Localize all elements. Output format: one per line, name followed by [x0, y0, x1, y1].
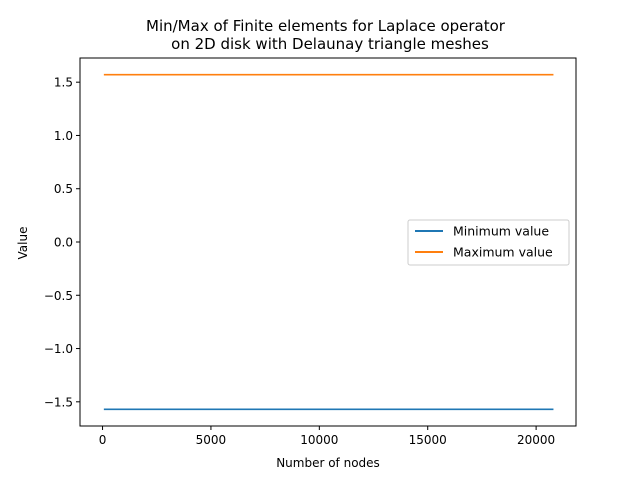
plot-lines [103, 73, 554, 411]
x-tick-label: 0 [99, 433, 107, 447]
y-axis-label: Value [16, 227, 30, 260]
x-tick-label: 5000 [196, 433, 227, 447]
chart-title-line-2: on 2D disk with Delaunay triangle meshes [171, 35, 489, 53]
y-tick-label: −0.5 [44, 289, 73, 303]
chart-title-line-1: Min/Max of Finite elements for Laplace o… [146, 17, 506, 35]
legend-box [407, 219, 570, 266]
y-axis-ticks: −1.5 −1.0 −0.5 0.0 0.5 1.0 1.5 [44, 76, 80, 409]
x-tick-label: 15000 [409, 433, 447, 447]
y-tick-label: −1.5 [44, 395, 73, 409]
x-axis-ticks: 0 5000 10000 15000 20000 [99, 426, 555, 447]
y-tick-label: 1.0 [54, 129, 73, 143]
legend-label-maximum: Maximum value [453, 245, 553, 260]
legend-label-minimum: Minimum value [453, 224, 549, 239]
y-tick-label: 1.5 [54, 76, 73, 90]
x-axis-label: Number of nodes [276, 456, 380, 470]
x-tick-label: 20000 [517, 433, 555, 447]
legend: Minimum value Maximum value [407, 219, 570, 266]
y-tick-label: 0.5 [54, 182, 73, 196]
x-tick-label: 10000 [300, 433, 338, 447]
y-tick-label: −1.0 [44, 342, 73, 356]
y-tick-label: 0.0 [54, 236, 73, 250]
